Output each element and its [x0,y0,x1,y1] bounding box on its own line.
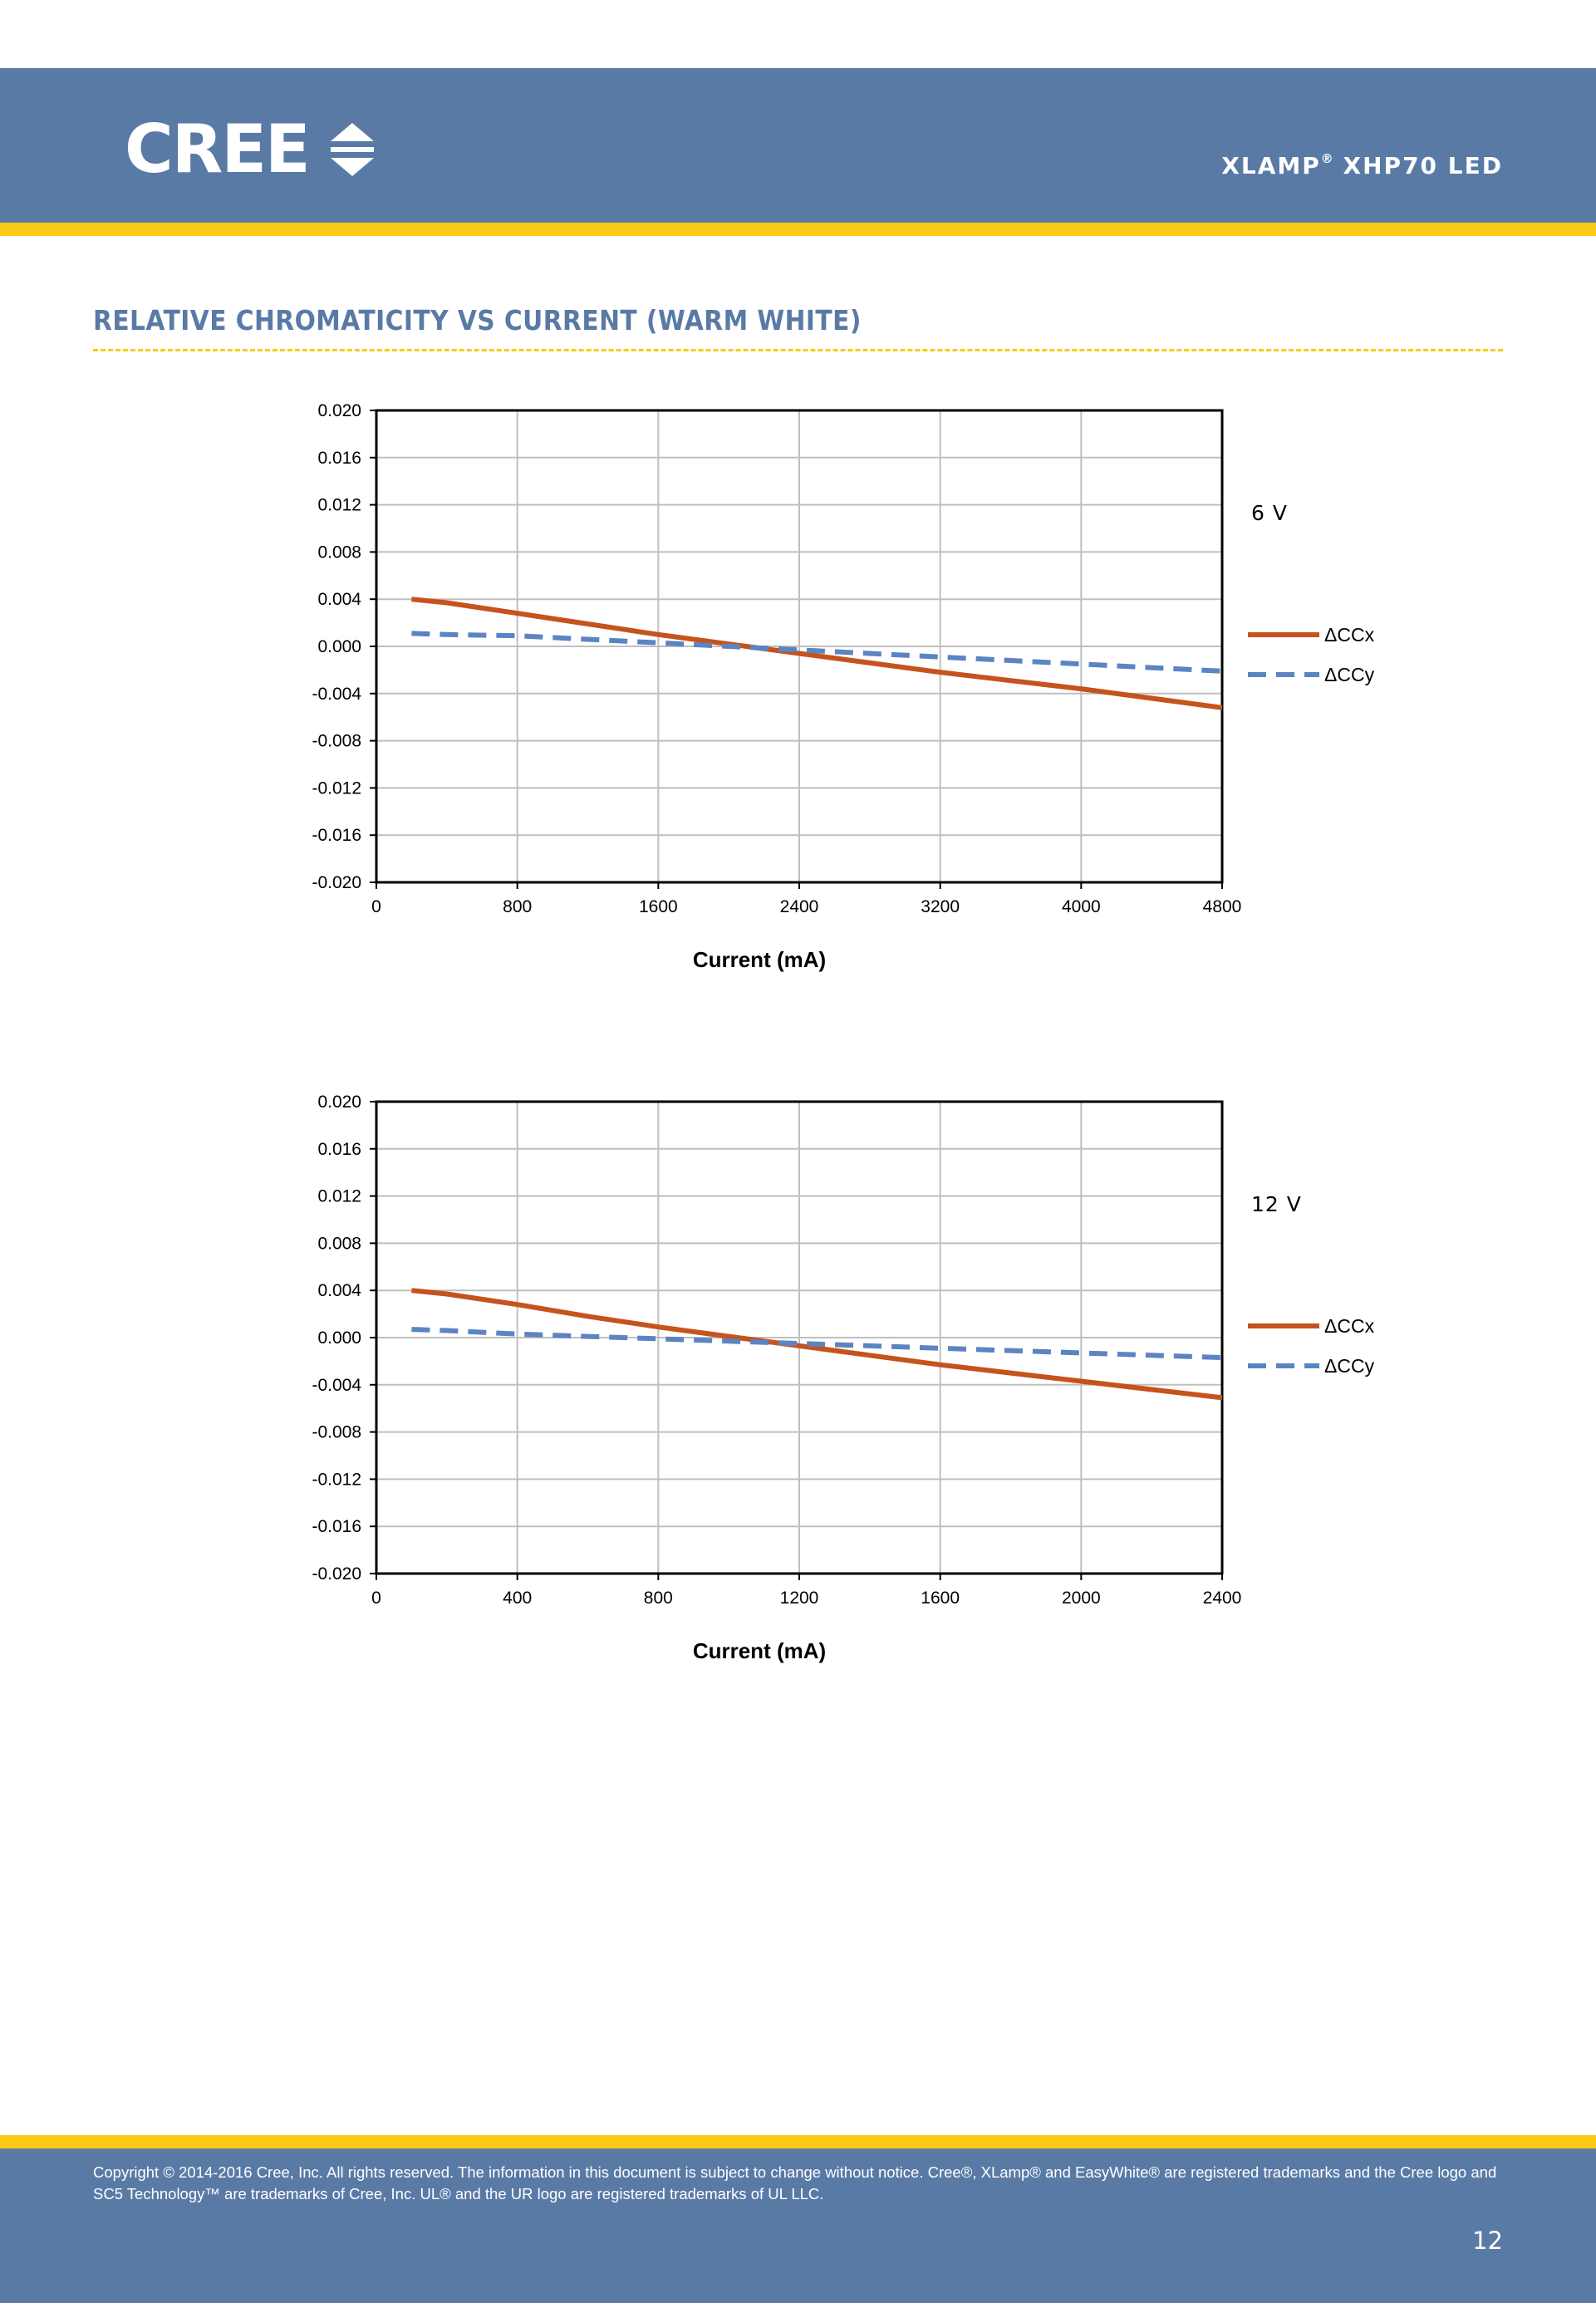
section-divider [93,349,1503,351]
cree-logo: CREE [125,116,390,183]
product-title: XLAMP® XHP70 LED [1221,151,1503,179]
chart-6v: 0.020 0.016 0.012 0.008 0.004 0.000 -0.004 -0.0… [312,401,1375,972]
cree-logo-mark-icon [331,123,374,176]
x-tick-label: 4800 [1203,897,1242,916]
x-tick-label: 3200 [921,897,960,916]
y-tick-label: 0.008 [317,1234,361,1253]
y-tick-label: -0.020 [312,1564,361,1584]
x-tick-label: 1200 [780,1589,819,1608]
footer-accent-stripe [0,2135,1596,2148]
x-tick-label: 2400 [780,897,819,916]
section-title: RELATIVE CHROMATICITY VS CURRENT (WARM W… [93,304,862,336]
x-tick-label: 0 [371,897,381,916]
y-tick-label: -0.012 [312,778,361,798]
product-title-model: XHP70 LED [1333,152,1503,179]
y-tick-label: 0.000 [317,637,361,656]
x-tick-label: 4000 [1062,897,1101,916]
series-line-ccx [411,597,1223,710]
page-footer [0,2148,1596,2303]
x-tick-label: 2000 [1062,1589,1101,1608]
x-axis-title: Current (mA) [693,947,826,972]
x-tick-label: 0 [371,1589,381,1608]
x-tick-label: 400 [503,1589,532,1608]
y-tick-label: 0.020 [317,1093,361,1112]
x-tick-label: 800 [503,897,532,916]
y-tick-label: -0.008 [312,1423,361,1442]
y-tick-label: 0.000 [317,1328,361,1348]
cree-logo-wordmark: CREE [125,110,311,188]
voltage-annotation: 12 V [1251,1192,1302,1216]
legend-label: ΔCCx [1324,1315,1375,1337]
y-tick-label: 0.012 [317,1187,361,1206]
y-tick-label: -0.004 [312,685,361,704]
x-tick-label: 2400 [1203,1589,1242,1608]
page-number: 12 [1472,2227,1503,2255]
header-accent-stripe [0,223,1596,236]
y-tick-label: 0.016 [317,1140,361,1159]
y-tick-label: -0.004 [312,1376,361,1395]
x-tick-label: 800 [644,1589,673,1608]
legend-label: ΔCCy [1324,664,1375,685]
y-tick-label: 0.008 [317,543,361,562]
x-tick-label: 1600 [921,1589,960,1608]
y-tick-label: 0.016 [317,449,361,468]
y-tick-label: 0.004 [317,590,361,609]
y-tick-label: -0.020 [312,873,361,892]
x-axis-title: Current (mA) [693,1638,826,1663]
product-title-brand: XLAMP [1221,152,1321,179]
page-header [0,68,1596,223]
y-tick-label: 0.004 [317,1281,361,1300]
y-tick-label: 0.020 [317,401,361,420]
x-tick-label: 1600 [639,897,678,916]
legend-label: ΔCCy [1324,1355,1375,1377]
copyright-notice: Copyright © 2014-2016 Cree, Inc. All rig… [93,2163,1497,2202]
legend-label: ΔCCx [1324,624,1375,646]
y-tick-label: -0.008 [312,732,361,751]
series-line-ccx [411,1288,1223,1401]
y-tick-label: -0.016 [312,1517,361,1536]
y-tick-label: -0.016 [312,826,361,845]
y-tick-label: -0.012 [312,1470,361,1489]
voltage-annotation: 6 V [1251,501,1288,525]
y-tick-label: 0.012 [317,496,361,515]
chart-12v: 0.020 0.016 0.012 0.008 0.004 0.000 -0.004 -0.0… [312,1093,1375,1663]
product-title-registered-mark: ® [1320,151,1333,166]
